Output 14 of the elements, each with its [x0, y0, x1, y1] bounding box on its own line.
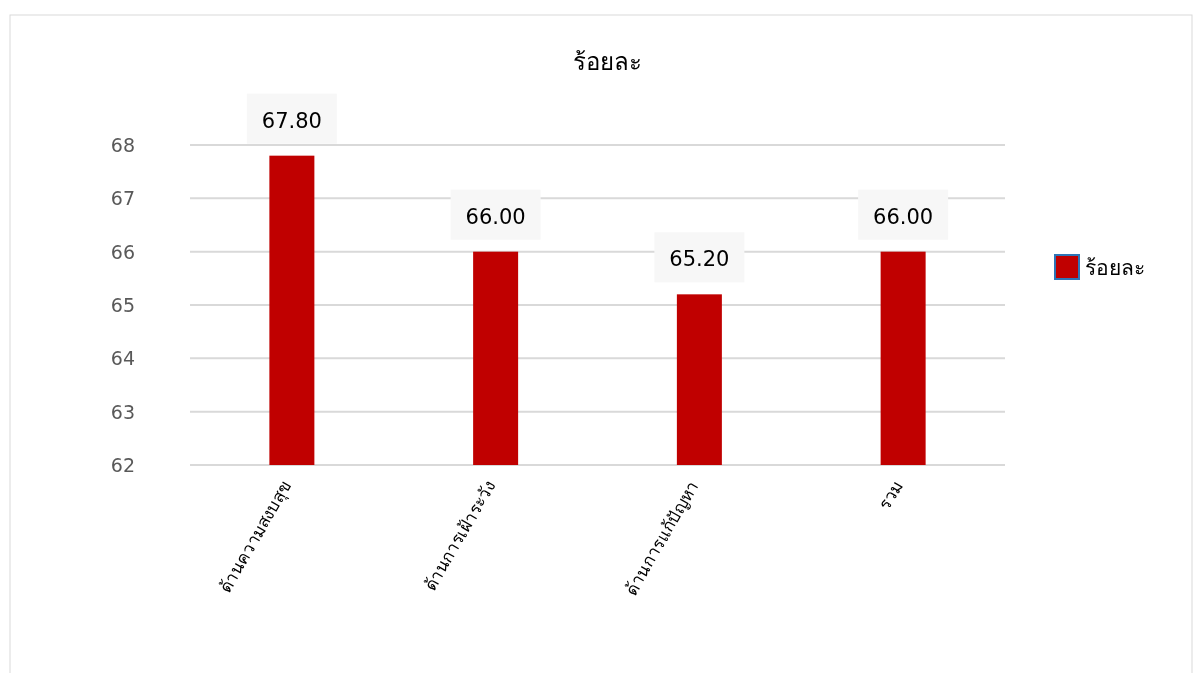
y-tick-label: 64 — [110, 347, 135, 370]
y-tick-label: 63 — [110, 400, 135, 423]
data-label: 66.00 — [873, 204, 934, 229]
data-label: 67.80 — [261, 108, 322, 133]
y-tick-label: 66 — [110, 240, 135, 263]
y-tick-label: 62 — [110, 454, 135, 476]
y-tick-label: 65 — [110, 294, 135, 316]
data-label: 66.00 — [465, 204, 526, 229]
chart-title: ร้อยละ — [573, 48, 642, 76]
data-label: 65.20 — [669, 247, 730, 272]
legend-label: ร้อยละ — [1085, 256, 1145, 280]
y-tick-label: 68 — [110, 134, 135, 156]
y-tick-label: 67 — [110, 187, 135, 210]
x-tick-label: รวม — [874, 477, 907, 513]
